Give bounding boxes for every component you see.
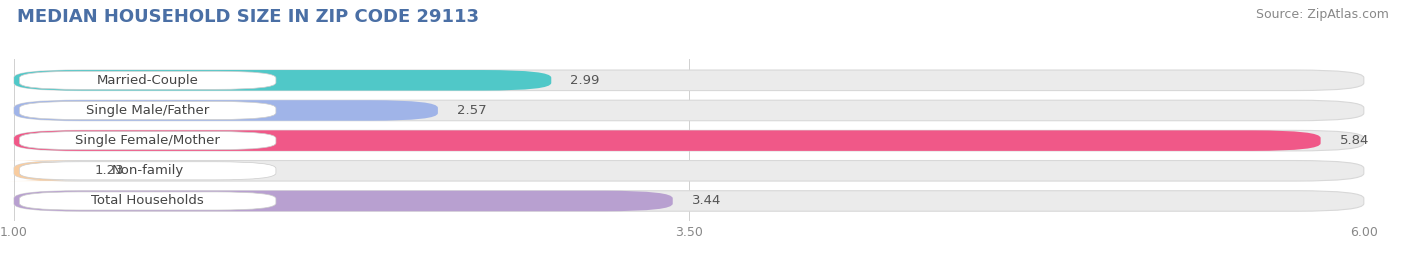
FancyBboxPatch shape (20, 192, 276, 210)
FancyBboxPatch shape (14, 100, 437, 121)
FancyBboxPatch shape (14, 130, 1320, 151)
FancyBboxPatch shape (14, 130, 1364, 151)
FancyBboxPatch shape (14, 100, 1364, 121)
FancyBboxPatch shape (14, 70, 1364, 91)
Text: 3.44: 3.44 (692, 194, 721, 207)
Text: MEDIAN HOUSEHOLD SIZE IN ZIP CODE 29113: MEDIAN HOUSEHOLD SIZE IN ZIP CODE 29113 (17, 8, 479, 26)
Text: 2.57: 2.57 (457, 104, 486, 117)
Text: Married-Couple: Married-Couple (97, 74, 198, 87)
FancyBboxPatch shape (14, 191, 672, 211)
FancyBboxPatch shape (20, 101, 276, 119)
Text: Total Households: Total Households (91, 194, 204, 207)
Text: 1.23: 1.23 (96, 164, 125, 177)
FancyBboxPatch shape (8, 161, 82, 181)
Text: Non-family: Non-family (111, 164, 184, 177)
FancyBboxPatch shape (14, 161, 1364, 181)
FancyBboxPatch shape (20, 162, 276, 180)
Text: Source: ZipAtlas.com: Source: ZipAtlas.com (1256, 8, 1389, 21)
Text: 5.84: 5.84 (1340, 134, 1369, 147)
Text: Single Female/Mother: Single Female/Mother (76, 134, 221, 147)
FancyBboxPatch shape (14, 70, 551, 91)
Text: Single Male/Father: Single Male/Father (86, 104, 209, 117)
FancyBboxPatch shape (20, 71, 276, 89)
FancyBboxPatch shape (14, 191, 1364, 211)
FancyBboxPatch shape (20, 132, 276, 150)
Text: 2.99: 2.99 (571, 74, 599, 87)
